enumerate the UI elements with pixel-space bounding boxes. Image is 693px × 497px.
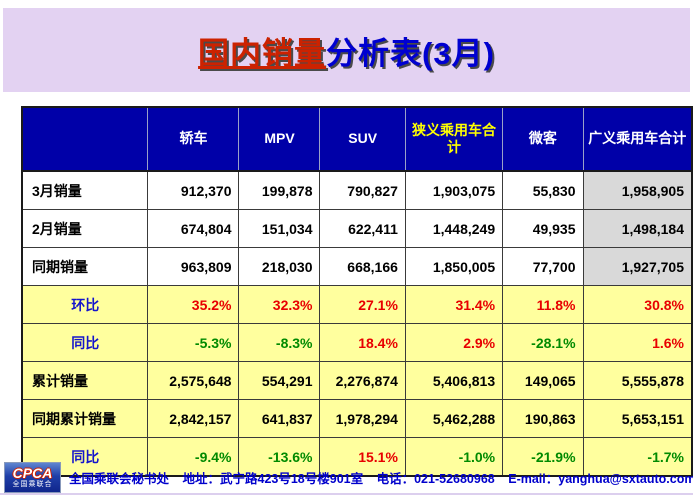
table-row: 同比 -5.3% -8.3% 18.4% 2.9% -28.1% 1.6% <box>21 323 693 362</box>
table-row: 环比 35.2% 32.3% 27.1% 31.4% 11.8% 30.8% <box>21 285 693 324</box>
cell-value: 641,837 <box>238 399 321 438</box>
cell-value: 35.2% <box>147 285 240 324</box>
cell-value: 5,406,813 <box>404 361 504 400</box>
cell-value: -13.6% <box>238 437 321 477</box>
cell-value: 2,575,648 <box>147 361 240 400</box>
page-title-rest: 分析表(3月) <box>326 35 495 71</box>
cell-value: 190,863 <box>502 399 584 438</box>
cell-value: -5.3% <box>147 323 240 362</box>
row-label: 2月销量 <box>21 209 149 248</box>
sales-table: 轿车 MPV SUV 狭义乘用车合计 微客 广义乘用车合计 3月销量 912,370 199,8… <box>21 106 693 477</box>
page-title-highlight: 国内销量 <box>198 35 327 71</box>
row-label: 3月销量 <box>21 170 149 210</box>
column-header: 狭义乘用车合计 <box>404 107 504 172</box>
column-header: MPV <box>238 107 321 172</box>
footer-contact-info: 全国乘联会秘书处 地址：武宁路423号18号楼901室 电话：021-52680… <box>69 468 693 487</box>
cpca-logo: CPCA 全国乘联合 <box>4 462 61 493</box>
cell-value: 912,370 <box>147 170 240 210</box>
cell-value: 2.9% <box>404 323 504 362</box>
table-row: 同期销量 963,809 218,030 668,166 1,850,005 77,700… <box>21 247 693 286</box>
cell-value: 149,065 <box>502 361 584 400</box>
column-header: 广义乘用车合计 <box>582 107 693 172</box>
cell-value: 2,276,874 <box>319 361 406 400</box>
footer-email: E-mail：yanghua@sxtauto.com.cn <box>508 472 693 486</box>
cell-value: 31.4% <box>404 285 504 324</box>
cell-value: -21.9% <box>502 437 584 477</box>
cell-value: 1,927,705 <box>582 247 693 286</box>
cpca-logo-name: 全国乘联合 <box>12 481 53 488</box>
cell-value: -1.7% <box>582 437 693 477</box>
cell-value: -8.3% <box>238 323 321 362</box>
row-label: 累计销量 <box>21 361 149 400</box>
cell-value: 77,700 <box>502 247 584 286</box>
footer-org: 全国乘联会秘书处 <box>69 472 170 486</box>
cell-value: 1,850,005 <box>404 247 504 286</box>
column-header: 微客 <box>502 107 584 172</box>
cell-value: 1,978,294 <box>319 399 406 438</box>
table-corner-cell <box>21 107 149 172</box>
row-label: 同比 <box>21 323 149 362</box>
table-header-row: 轿车 MPV SUV 狭义乘用车合计 微客 广义乘用车合计 <box>21 107 693 172</box>
table-row: 2月销量 674,804 151,034 622,411 1,448,249 49,935… <box>21 209 693 248</box>
cell-value: 790,827 <box>319 170 406 210</box>
cell-value: 963,809 <box>147 247 240 286</box>
cell-value: 218,030 <box>238 247 321 286</box>
cell-value: 15.1% <box>319 437 406 477</box>
cell-value: 5,653,151 <box>582 399 693 438</box>
cell-value: 622,411 <box>319 209 406 248</box>
table-row: 3月销量 912,370 199,878 790,827 1,903,075 55,830… <box>21 170 693 210</box>
page-title: 国内销量分析表(3月) <box>198 28 495 73</box>
cell-value: 1,448,249 <box>404 209 504 248</box>
table-row: 同期累计销量 2,842,157 641,837 1,978,294 5,462,288… <box>21 399 693 438</box>
footer-phone: 电话：021-52680968 <box>376 472 495 486</box>
title-band: 国内销量分析表(3月) <box>3 8 690 92</box>
cell-value: 199,878 <box>238 170 321 210</box>
row-label: 同期销量 <box>21 247 149 286</box>
footer-address: 地址：武宁路423号18号楼901室 <box>182 472 364 486</box>
cell-value: 554,291 <box>238 361 321 400</box>
cell-value: 27.1% <box>319 285 406 324</box>
cell-value: 55,830 <box>502 170 584 210</box>
cell-value: 18.4% <box>319 323 406 362</box>
cell-value: 151,034 <box>238 209 321 248</box>
cell-value: 1,903,075 <box>404 170 504 210</box>
row-label: 同期累计销量 <box>21 399 149 438</box>
column-header: 轿车 <box>147 107 240 172</box>
cell-value: -28.1% <box>502 323 584 362</box>
cell-value: 5,555,878 <box>582 361 693 400</box>
cell-value: -1.0% <box>404 437 504 477</box>
cell-value: 1,958,905 <box>582 170 693 210</box>
bottom-divider <box>0 493 693 495</box>
cpca-logo-acronym: CPCA <box>12 465 53 481</box>
cell-value: 2,842,157 <box>147 399 240 438</box>
cell-value: 1,498,184 <box>582 209 693 248</box>
column-header: SUV <box>319 107 406 172</box>
cell-value: 1.6% <box>582 323 693 362</box>
cell-value: 32.3% <box>238 285 321 324</box>
table-row: 累计销量 2,575,648 554,291 2,276,874 5,406,813 14… <box>21 361 693 400</box>
cell-value: 49,935 <box>502 209 584 248</box>
cell-value: 5,462,288 <box>404 399 504 438</box>
cell-value: 674,804 <box>147 209 240 248</box>
row-label: 环比 <box>21 285 149 324</box>
cell-value: 30.8% <box>582 285 693 324</box>
cell-value: 11.8% <box>502 285 584 324</box>
cell-value: 668,166 <box>319 247 406 286</box>
footer: CPCA 全国乘联合 全国乘联会秘书处 地址：武宁路423号18号楼901室 电… <box>4 461 693 494</box>
cell-value: -9.4% <box>147 437 240 477</box>
